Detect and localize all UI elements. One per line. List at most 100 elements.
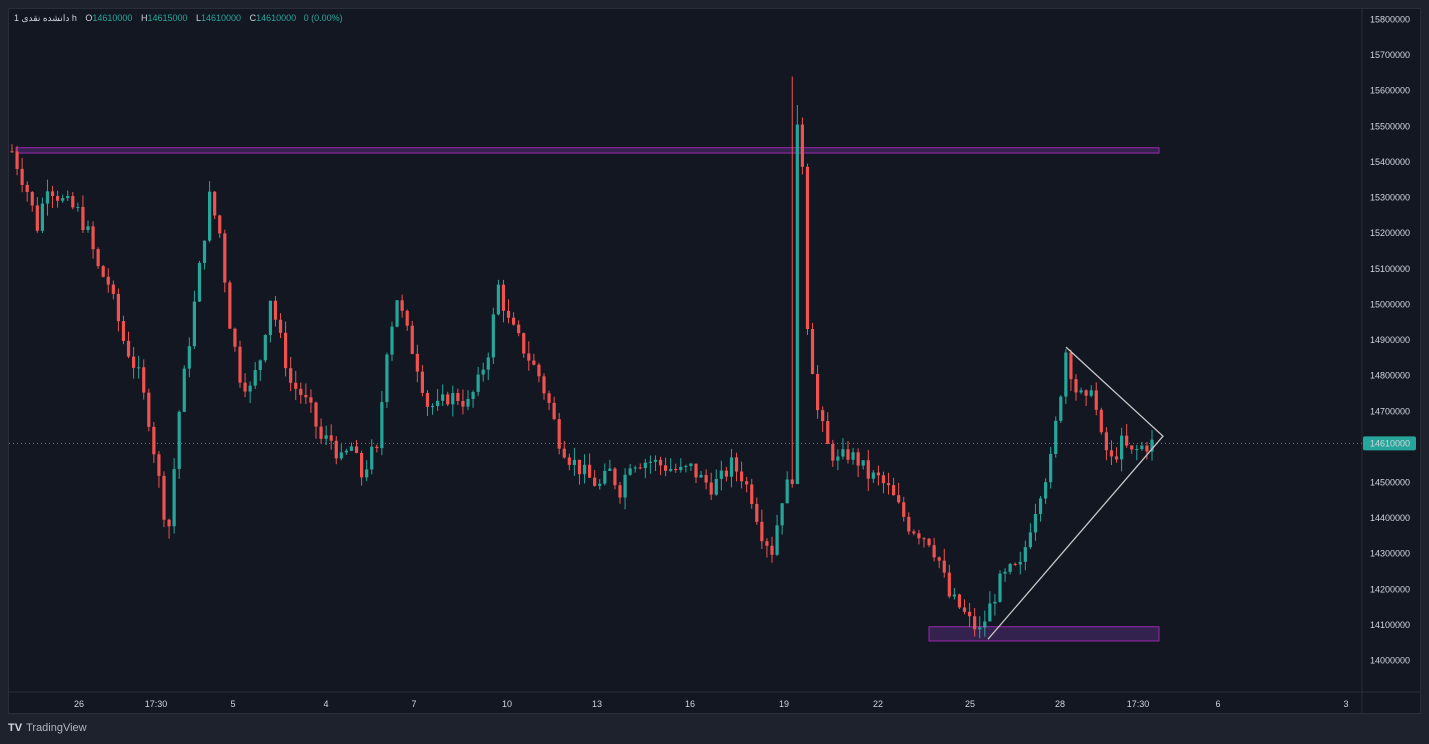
price-tick-label: 15700000 — [1370, 50, 1410, 60]
candle-body — [385, 355, 388, 403]
candle-body — [872, 473, 875, 479]
candle-body — [1085, 390, 1088, 395]
candle-body — [456, 393, 459, 401]
candle-body — [178, 412, 181, 469]
candle-body — [86, 226, 89, 230]
candle-body — [401, 300, 404, 310]
candle-body — [588, 465, 591, 478]
candle-body — [167, 520, 170, 527]
candle-body — [497, 285, 500, 315]
candle-body — [583, 465, 586, 474]
candle-body — [1049, 454, 1052, 482]
candle-body — [973, 616, 976, 629]
candle-body — [76, 207, 79, 208]
candle-body — [1014, 564, 1017, 565]
candle-body — [279, 320, 282, 333]
candle-body — [963, 607, 966, 611]
candle-body — [471, 392, 474, 399]
candle-body — [917, 533, 920, 538]
candle-body — [760, 522, 763, 541]
close-value: 14610000 — [256, 13, 296, 23]
time-tick-label: 17:30 — [1127, 699, 1150, 709]
candle-body — [1024, 547, 1027, 562]
candle-body — [152, 427, 155, 454]
candle-body — [319, 427, 322, 439]
candle-body — [461, 401, 464, 407]
candle-body — [335, 441, 338, 459]
candle-body — [208, 192, 211, 241]
time-tick-label: 17:30 — [145, 699, 168, 709]
candle-body — [1059, 397, 1062, 421]
candle-body — [21, 169, 24, 185]
price-tick-label: 15600000 — [1370, 86, 1410, 96]
candle-body — [482, 370, 485, 375]
time-tick-label: 10 — [502, 699, 512, 709]
candle-body — [862, 460, 865, 465]
price-tick-label: 14200000 — [1370, 584, 1410, 594]
candle-body — [715, 479, 718, 495]
candle-body — [1019, 562, 1022, 565]
candle-body — [603, 471, 606, 484]
candle-body — [406, 311, 409, 326]
candle-body — [1130, 446, 1133, 450]
candle-body — [1054, 421, 1057, 454]
candle-body — [877, 473, 880, 476]
price-tick-label: 14000000 — [1370, 656, 1410, 666]
candle-body — [1115, 456, 1118, 459]
candle-body — [573, 460, 576, 465]
candle-body — [1110, 450, 1113, 456]
candle-body — [157, 454, 160, 476]
price-tick-label: 14900000 — [1370, 335, 1410, 345]
candle-body — [325, 435, 328, 438]
candle-body — [477, 375, 480, 392]
candle-body — [730, 457, 733, 476]
candle-body — [1105, 432, 1108, 450]
candle-body — [547, 393, 550, 403]
candle-body — [1044, 482, 1047, 498]
candle-body — [446, 394, 449, 404]
candle-body — [1100, 410, 1103, 432]
price-tick-label: 15400000 — [1370, 157, 1410, 167]
candle-body — [507, 311, 510, 318]
candle-body — [791, 479, 794, 483]
candle-body — [537, 365, 540, 377]
candle-body — [238, 347, 241, 383]
candle-body — [304, 395, 307, 397]
tradingview-logo-icon: TV — [8, 722, 22, 734]
candle-body — [51, 191, 54, 196]
candle-body — [284, 333, 287, 368]
price-tick-label: 15000000 — [1370, 299, 1410, 309]
candle-body — [598, 484, 601, 486]
candle-body — [502, 285, 505, 311]
candle-body — [593, 478, 596, 486]
candle-body — [36, 205, 39, 230]
price-tick-label: 14300000 — [1370, 549, 1410, 559]
tradingview-branding[interactable]: TV TradingView — [8, 722, 87, 734]
symbol-name[interactable]: 1 دانشده نقدی h — [14, 13, 77, 23]
candle-body — [81, 207, 84, 230]
candle-body — [902, 502, 905, 517]
candle-body — [218, 215, 221, 233]
candle-body — [142, 367, 145, 392]
candle-body — [796, 125, 799, 484]
candle-body — [831, 444, 834, 461]
current-price-badge-label: 14610000 — [1370, 438, 1410, 448]
price-tick-label: 15200000 — [1370, 228, 1410, 238]
open-value: 14610000 — [92, 13, 132, 23]
candle-body — [162, 476, 165, 520]
candle-body — [198, 263, 201, 302]
candle-body — [46, 191, 49, 203]
price-tick-label: 15100000 — [1370, 264, 1410, 274]
price-tick-label: 15300000 — [1370, 193, 1410, 203]
candle-body — [31, 192, 34, 205]
time-tick-label: 13 — [592, 699, 602, 709]
candle-body — [1064, 353, 1067, 397]
candle-body — [203, 241, 206, 263]
candle-body — [254, 370, 257, 386]
candle-body — [988, 603, 991, 621]
candle-body — [492, 314, 495, 357]
candle-body — [390, 327, 393, 355]
candle-body — [294, 383, 297, 389]
candle-body — [411, 326, 414, 354]
